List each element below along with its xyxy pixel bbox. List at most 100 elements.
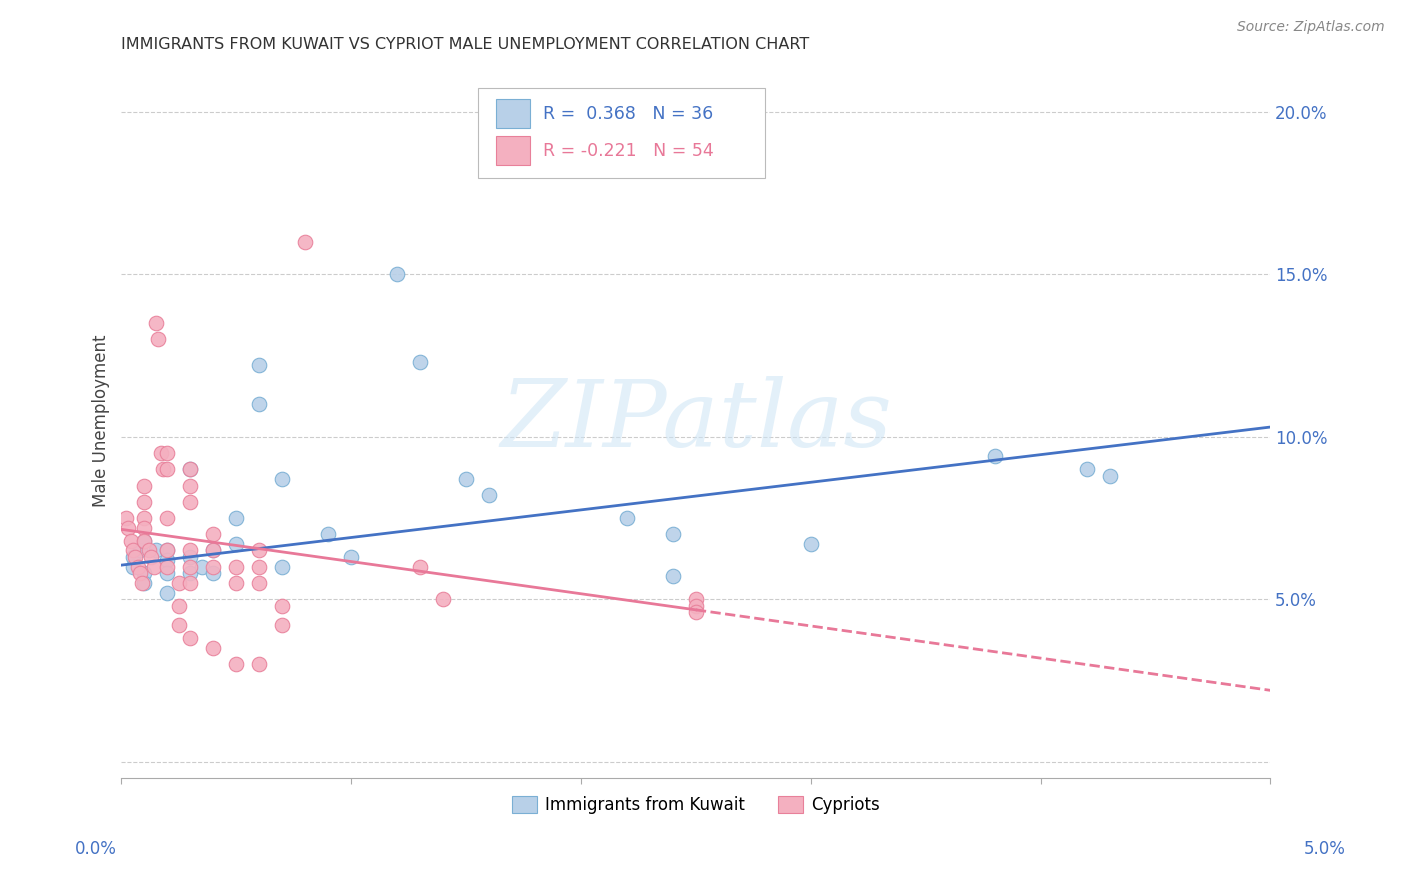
Text: IMMIGRANTS FROM KUWAIT VS CYPRIOT MALE UNEMPLOYMENT CORRELATION CHART: IMMIGRANTS FROM KUWAIT VS CYPRIOT MALE U… [121, 37, 810, 53]
Text: ZIPatlas: ZIPatlas [501, 376, 891, 466]
Point [134, 521, 156, 535]
Point [179, 543, 201, 558]
Point [179, 462, 201, 476]
Point [685, 605, 707, 619]
Point [148, 332, 170, 346]
Point [134, 511, 156, 525]
Point [225, 511, 247, 525]
Point [1098, 468, 1121, 483]
Point [1076, 462, 1098, 476]
Point [179, 495, 201, 509]
Point [115, 511, 138, 525]
Point [662, 527, 685, 541]
Point [179, 576, 201, 591]
Point [156, 585, 179, 599]
Point [456, 472, 478, 486]
Point [156, 553, 179, 567]
Text: R = -0.221   N = 54: R = -0.221 N = 54 [543, 142, 714, 160]
Point [122, 549, 145, 564]
Text: Source: ZipAtlas.com: Source: ZipAtlas.com [1237, 20, 1385, 34]
Point [145, 316, 167, 330]
Y-axis label: Male Unemployment: Male Unemployment [93, 334, 110, 507]
Point [247, 543, 270, 558]
Point [202, 543, 225, 558]
Point [127, 559, 149, 574]
Point [179, 566, 201, 581]
Point [134, 576, 156, 591]
Point [202, 640, 225, 655]
Point [247, 576, 270, 591]
Point [179, 559, 201, 574]
Point [167, 576, 190, 591]
Point [983, 450, 1005, 464]
Point [156, 543, 179, 558]
Point [340, 549, 363, 564]
Point [149, 446, 172, 460]
Point [432, 592, 454, 607]
Point [167, 599, 190, 613]
Text: 0.0%: 0.0% [75, 840, 117, 858]
Point [662, 569, 685, 583]
Point [225, 576, 247, 591]
FancyBboxPatch shape [496, 136, 530, 165]
Point [191, 559, 214, 574]
Point [134, 566, 156, 581]
Point [685, 592, 707, 607]
Point [122, 543, 145, 558]
Point [167, 618, 190, 632]
Point [179, 549, 201, 564]
Point [271, 472, 294, 486]
Point [247, 397, 270, 411]
Point [409, 559, 432, 574]
Point [138, 543, 160, 558]
Point [141, 549, 163, 564]
Point [247, 657, 270, 672]
Point [134, 533, 156, 548]
Point [202, 566, 225, 581]
FancyBboxPatch shape [496, 99, 530, 128]
Point [134, 533, 156, 548]
Point [409, 355, 432, 369]
Point [156, 543, 179, 558]
Text: 5.0%: 5.0% [1303, 840, 1346, 858]
Point [202, 527, 225, 541]
Point [156, 446, 179, 460]
Point [247, 359, 270, 373]
Point [156, 511, 179, 525]
FancyBboxPatch shape [478, 88, 765, 178]
Point [134, 478, 156, 492]
Point [385, 268, 408, 282]
Point [271, 599, 294, 613]
Point [128, 566, 150, 581]
Point [225, 657, 247, 672]
Point [134, 495, 156, 509]
Point [120, 533, 142, 548]
Point [117, 521, 139, 535]
Point [156, 559, 179, 574]
Point [225, 537, 247, 551]
Point [800, 537, 823, 551]
Point [179, 478, 201, 492]
Point [202, 559, 225, 574]
Point [202, 543, 225, 558]
Point [294, 235, 316, 249]
Point [156, 462, 179, 476]
Point [142, 559, 165, 574]
Point [179, 462, 201, 476]
Legend: Immigrants from Kuwait, Cypriots: Immigrants from Kuwait, Cypriots [505, 789, 887, 821]
Point [271, 618, 294, 632]
Point [179, 631, 201, 645]
Point [152, 462, 174, 476]
Point [122, 559, 145, 574]
Point [124, 549, 146, 564]
Point [156, 566, 179, 581]
Point [225, 559, 247, 574]
Point [685, 599, 707, 613]
Point [128, 543, 150, 558]
Point [316, 527, 339, 541]
Point [478, 488, 501, 502]
Point [247, 559, 270, 574]
Point [131, 576, 153, 591]
Point [271, 559, 294, 574]
Point [145, 543, 167, 558]
